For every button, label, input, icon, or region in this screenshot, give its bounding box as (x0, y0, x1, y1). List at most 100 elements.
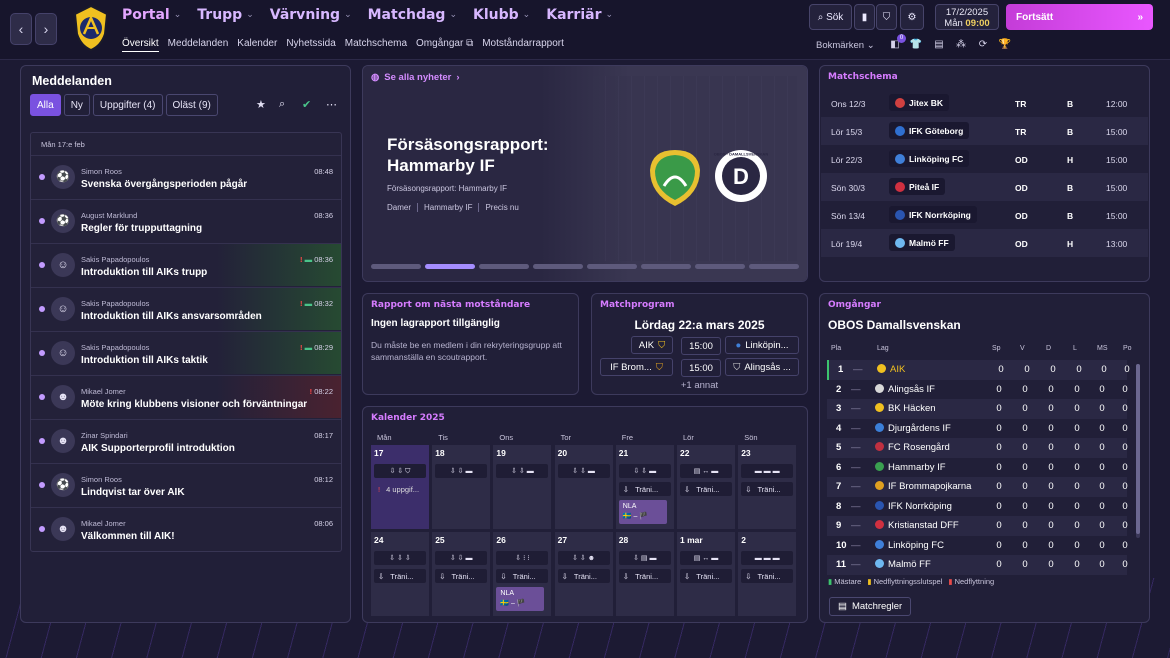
calendar-day[interactable]: 17 ⇩ ⇩ ⛉ ! 4 uppgif... (370, 444, 430, 530)
fixture-time[interactable]: 15:00 (681, 337, 721, 355)
training-session[interactable]: ⇩ Träni... (741, 482, 794, 496)
table-row[interactable]: 7 — IF Brommapojkarna 0 0 0 0 0 0 (827, 477, 1128, 497)
calendar-day[interactable]: 2 ▬ ▬ ▬ ⇩ Träni... (737, 531, 798, 617)
table-row[interactable]: 11 — Malmö FF 0 0 0 0 0 0 (827, 555, 1128, 575)
schedule-row[interactable]: Ons 12/3 Jitex BK TR B 12:00 (821, 89, 1148, 117)
opponent-badge[interactable]: Malmö FF (889, 234, 955, 251)
training-session[interactable]: ⇩ Träni... (496, 569, 549, 583)
tactics-icon[interactable]: ⁂ (956, 39, 966, 50)
nav-matchdag[interactable]: Matchdag ⌄ (367, 7, 457, 23)
opponent-badge[interactable]: Piteå IF (889, 178, 946, 195)
table-header[interactable]: MS (1097, 345, 1108, 352)
calendar-day[interactable]: 19 ⇩ ⇩ ▬ (492, 444, 553, 530)
message-item[interactable]: ⚽ Simon Roos Lindqvist tar över AIK 08:1… (31, 463, 341, 506)
filter-tasks[interactable]: Uppgifter (4) (92, 94, 163, 116)
star-icon[interactable]: ★ (256, 99, 266, 111)
training-session[interactable]: ⇩ Träni... (374, 569, 426, 583)
club-button[interactable]: ⛉ (876, 4, 897, 30)
nav-karriar[interactable]: Karriär ⌄ (546, 7, 614, 23)
check-icon[interactable]: ✔ (302, 99, 312, 111)
subnav-kalender[interactable]: Kalender (237, 38, 278, 49)
nav-klubb[interactable]: Klubb ⌄ (473, 7, 531, 23)
nav-portal[interactable]: Portal ⌄ (122, 7, 182, 23)
fixture-time[interactable]: 15:00 (681, 359, 721, 377)
training-session[interactable]: ⇩ Träni... (680, 482, 732, 496)
trophy-icon[interactable]: 🏆 (998, 39, 1012, 50)
bookmarks-dropdown[interactable]: Bokmärken ⌄ (816, 40, 875, 51)
message-item[interactable]: ☺ Sakis Papadopoulos Introduktion till A… (31, 287, 341, 330)
continue-button[interactable]: Fortsätt» (1006, 4, 1153, 30)
opponent-badge[interactable]: IFK Göteborg (889, 122, 970, 139)
table-header[interactable]: Sp (992, 345, 1001, 352)
match-rules-button[interactable]: ▤ Matchregler (829, 597, 912, 616)
training-session[interactable]: ⇩ Träni... (618, 482, 671, 496)
shirt-icon[interactable]: 👕 (909, 39, 923, 50)
message-item[interactable]: ⚽ Simon Roos Svenska övergångsperioden p… (31, 155, 341, 198)
calendar-day[interactable]: 27 ⇩ ⇩ ☻ ⇩ Träni... (553, 531, 614, 617)
training-session[interactable]: ⇩ Träni... (618, 569, 671, 583)
fixture-away[interactable]: ⛉ Alingsås ... (725, 358, 799, 376)
message-item[interactable]: ☻ Zinar Spindari AIK Supporterprofil int… (31, 419, 341, 462)
subnav-motstandarrapport[interactable]: Motståndarrapport (482, 38, 564, 49)
settings-button[interactable]: ⚙ (900, 4, 924, 30)
see-all-news-link[interactable]: ◍ Se alla nyheter › (371, 72, 460, 83)
subnav-omgangar[interactable]: Omgångar ⧉ (416, 38, 474, 49)
fixture-home[interactable]: AIK ⛉ (631, 336, 673, 354)
table-row[interactable]: 8 — IFK Norrköping 0 0 0 0 0 0 (827, 497, 1128, 517)
table-header[interactable]: Lag (877, 345, 889, 352)
competition-name[interactable]: OBOS Damallsvenskan (828, 318, 961, 332)
carousel-dot[interactable] (479, 264, 529, 269)
opponent-badge[interactable]: Linköping FC (889, 150, 970, 167)
notes-button[interactable]: ▮ (854, 4, 875, 30)
table-header[interactable]: V (1020, 345, 1025, 352)
nla-event[interactable]: NLA 🇸🇪 – 🏴 (618, 500, 667, 524)
calendar-day[interactable]: 23 ▬ ▬ ▬ ⇩ Träni... (737, 444, 798, 530)
table-row[interactable]: 6 — Hammarby IF 0 0 0 0 0 0 (827, 458, 1128, 478)
filter-new[interactable]: Ny (63, 94, 90, 116)
message-item[interactable]: ☺ Sakis Papadopoulos Introduktion till A… (31, 243, 341, 286)
schedule-row[interactable]: Lör 15/3 IFK Göteborg TR B 15:00 (821, 117, 1148, 145)
table-row[interactable]: 1 — AIK 0 0 0 0 0 0 (827, 360, 1130, 380)
carousel-dot[interactable] (371, 264, 421, 269)
search-icon[interactable]: ⌕ (279, 98, 286, 110)
schedule-row[interactable]: Sön 13/4 IFK Norrköping OD B 15:00 (821, 201, 1148, 229)
table-row[interactable]: 5 — FC Rosengård 0 0 0 0 0 0 (827, 438, 1128, 458)
calendar-day[interactable]: 28 ⇩ ▤ ▬ ⇩ Träni... (614, 531, 675, 617)
filter-unread[interactable]: Oläst (9) (165, 94, 218, 116)
carousel-dot[interactable] (695, 264, 745, 269)
subnav-matchschema[interactable]: Matchschema (344, 38, 408, 49)
training-session[interactable]: ⇩ Träni... (680, 569, 732, 583)
filter-all[interactable]: Alla (30, 94, 61, 116)
news-panel[interactable]: ◍ Se alla nyheter › Försäsongsrapport: Ham… (362, 65, 808, 282)
message-item[interactable]: ☻ Mikael Jomer Välkommen till AIK! 08:06 (31, 507, 341, 550)
table-header[interactable]: L (1073, 345, 1077, 352)
calendar-day[interactable]: 20 ⇩ ⇩ ▬ (553, 444, 614, 530)
calendar-day[interactable]: 26 ⇩ ⁝ ⁝ ⇩ Träni... NLA 🇸🇪 – 🏴 (492, 531, 553, 617)
opponent-badge[interactable]: Jitex BK (889, 94, 950, 111)
carousel-dot[interactable] (425, 264, 475, 269)
table-row[interactable]: 3 — BK Häcken 0 0 0 0 0 0 (827, 399, 1128, 419)
training-session[interactable]: ⇩ Träni... (557, 569, 610, 583)
fixture-home[interactable]: IF Brom... ⛉ (600, 358, 673, 376)
calendar-day[interactable]: 24 ⇩ ⇩ ⇩ ⇩ Träni... (370, 531, 430, 617)
calendar-day[interactable]: 25 ⇩ ⇩ ▬ ⇩ Träni... (431, 531, 492, 617)
club-crest-icon[interactable] (71, 4, 111, 52)
nla-event[interactable]: NLA 🇸🇪 – 🏴 (496, 587, 545, 611)
more-icon[interactable]: ⋯ (326, 99, 337, 111)
calendar-day[interactable]: 18 ⇩ ⇩ ▬ (431, 444, 492, 530)
opponent-badge[interactable]: IFK Norrköping (889, 206, 977, 223)
carousel-dot[interactable] (641, 264, 691, 269)
carousel-dot[interactable] (749, 264, 799, 269)
table-row[interactable]: 10 — Linköping FC 0 0 0 0 0 0 (827, 536, 1128, 556)
search-button[interactable]: ⌕ Sök (809, 4, 852, 30)
message-item[interactable]: ⚽ August Marklund Regler för trupputtagn… (31, 199, 341, 242)
schedule-row[interactable]: Lör 22/3 Linköping FC OD H 15:00 (821, 145, 1148, 173)
more-fixtures[interactable]: +1 annat (680, 380, 719, 391)
refresh-icon[interactable]: ⟳ (978, 39, 988, 50)
nav-varvning[interactable]: Värvning ⌄ (269, 7, 352, 23)
training-session[interactable]: ⇩ Träni... (435, 569, 488, 583)
table-header[interactable]: D (1046, 345, 1052, 352)
back-button[interactable]: ‹ (10, 13, 32, 45)
tasks-indicator[interactable]: ! 4 uppgif... (378, 484, 420, 494)
message-item[interactable]: ☻ Mikael Jomer Möte kring klubbens visio… (31, 375, 341, 418)
